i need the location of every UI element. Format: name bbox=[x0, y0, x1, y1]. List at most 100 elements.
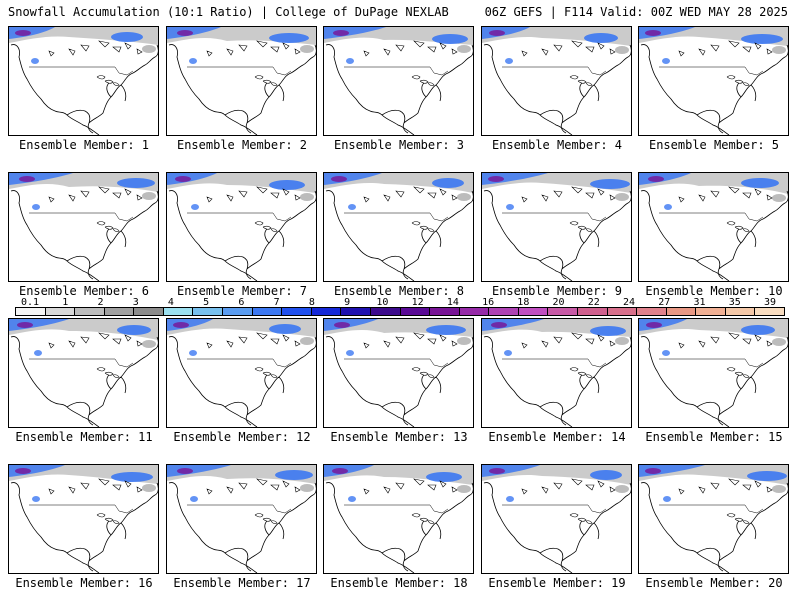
ensemble-member-label: Ensemble Member: 12 bbox=[173, 430, 311, 444]
colorbar-swatch bbox=[163, 308, 194, 315]
colorbar-tick-label: 6 bbox=[238, 297, 245, 308]
ensemble-member-map bbox=[638, 464, 789, 574]
north-america-map-icon bbox=[639, 319, 788, 427]
colorbar-swatch bbox=[45, 308, 76, 315]
north-america-map-icon bbox=[482, 319, 631, 427]
colorbar-tick-label: 24 bbox=[623, 297, 636, 308]
colorbar-swatch bbox=[430, 308, 460, 315]
colorbar-swatch bbox=[577, 308, 608, 315]
ensemble-member-map bbox=[323, 172, 474, 282]
ensemble-member-map bbox=[166, 464, 317, 574]
colorbar-tick-label: 12 bbox=[411, 297, 424, 308]
ensemble-member-label: Ensemble Member: 20 bbox=[645, 576, 783, 590]
north-america-map-icon bbox=[482, 173, 631, 281]
ensemble-member-map bbox=[638, 26, 789, 136]
ensemble-member-label: Ensemble Member: 13 bbox=[330, 430, 468, 444]
colorbar-tick-label: 14 bbox=[446, 297, 459, 308]
ensemble-member-label: Ensemble Member: 3 bbox=[333, 138, 465, 152]
ensemble-member-map bbox=[8, 26, 159, 136]
colorbar-tick-label: 3 bbox=[132, 297, 139, 308]
colorbar-swatch bbox=[666, 308, 697, 315]
colorbar-swatch bbox=[370, 308, 401, 315]
ensemble-member-label: Ensemble Member: 19 bbox=[488, 576, 626, 590]
colorbar-tick-label: 20 bbox=[552, 297, 565, 308]
colorbar-tick-label: 22 bbox=[587, 297, 600, 308]
north-america-map-icon bbox=[639, 465, 788, 573]
colorbar-tick-label: 8 bbox=[308, 297, 315, 308]
colorbar-swatch bbox=[725, 308, 756, 315]
ensemble-member-label: Ensemble Member: 1 bbox=[18, 138, 150, 152]
colorbar-swatch bbox=[637, 308, 667, 315]
ensemble-member-label: Ensemble Member: 4 bbox=[491, 138, 623, 152]
ensemble-member-map bbox=[166, 318, 317, 428]
ensemble-member-map bbox=[481, 172, 632, 282]
colorbar-tick-label: 7 bbox=[273, 297, 280, 308]
colorbar-swatch bbox=[459, 308, 490, 315]
ensemble-member-map bbox=[8, 318, 159, 428]
north-america-map-icon bbox=[639, 173, 788, 281]
colorbar-tick-label: 4 bbox=[167, 297, 174, 308]
snowfall-colorbar bbox=[15, 307, 785, 316]
ensemble-member-label: Ensemble Member: 6 bbox=[18, 284, 150, 298]
colorbar-swatch bbox=[193, 308, 224, 315]
colorbar-swatch bbox=[548, 308, 578, 315]
colorbar-swatch bbox=[311, 308, 342, 315]
north-america-map-icon bbox=[167, 465, 316, 573]
colorbar-swatch bbox=[104, 308, 135, 315]
ensemble-member-label: Ensemble Member: 9 bbox=[491, 284, 623, 298]
north-america-map-icon bbox=[324, 173, 473, 281]
north-america-map-icon bbox=[167, 27, 316, 135]
north-america-map-icon bbox=[324, 465, 473, 573]
colorbar-swatch bbox=[341, 308, 371, 315]
north-america-map-icon bbox=[482, 27, 631, 135]
ensemble-member-map bbox=[481, 464, 632, 574]
colorbar-tick-label: 0.1 bbox=[20, 297, 40, 308]
ensemble-member-map bbox=[323, 464, 474, 574]
ensemble-member-label: Ensemble Member: 11 bbox=[15, 430, 153, 444]
ensemble-member-label: Ensemble Member: 7 bbox=[176, 284, 308, 298]
ensemble-member-map bbox=[638, 318, 789, 428]
colorbar-swatch bbox=[282, 308, 312, 315]
ensemble-member-label: Ensemble Member: 18 bbox=[330, 576, 468, 590]
colorbar-swatch bbox=[134, 308, 164, 315]
model-run-info: 06Z GEFS | F114 Valid: 00Z WED MAY 28 20… bbox=[484, 5, 788, 19]
ensemble-member-label: Ensemble Member: 2 bbox=[176, 138, 308, 152]
colorbar-tick-label: 31 bbox=[693, 297, 706, 308]
colorbar-tick-label: 16 bbox=[482, 297, 495, 308]
colorbar-swatch bbox=[400, 308, 431, 315]
colorbar-swatch bbox=[489, 308, 519, 315]
colorbar-tick-label: 18 bbox=[517, 297, 530, 308]
chart-title: Snowfall Accumulation (10:1 Ratio) | Col… bbox=[8, 5, 449, 19]
colorbar-swatch bbox=[696, 308, 726, 315]
colorbar-tick-label: 10 bbox=[376, 297, 389, 308]
ensemble-member-label: Ensemble Member: 17 bbox=[173, 576, 311, 590]
north-america-map-icon bbox=[9, 27, 158, 135]
ensemble-member-label: Ensemble Member: 15 bbox=[645, 430, 783, 444]
north-america-map-icon bbox=[9, 465, 158, 573]
north-america-map-icon bbox=[482, 465, 631, 573]
ensemble-member-map bbox=[8, 172, 159, 282]
colorbar-swatch bbox=[755, 308, 785, 315]
north-america-map-icon bbox=[9, 173, 158, 281]
colorbar-swatch bbox=[75, 308, 105, 315]
colorbar-tick-label: 1 bbox=[62, 297, 69, 308]
colorbar-tick-label: 27 bbox=[658, 297, 671, 308]
ensemble-member-label: Ensemble Member: 10 bbox=[645, 284, 783, 298]
colorbar-tick-label: 35 bbox=[728, 297, 741, 308]
colorbar-swatch bbox=[252, 308, 283, 315]
north-america-map-icon bbox=[324, 319, 473, 427]
colorbar-tick-label: 39 bbox=[763, 297, 777, 308]
ensemble-member-map bbox=[323, 318, 474, 428]
north-america-map-icon bbox=[324, 27, 473, 135]
ensemble-member-map bbox=[481, 318, 632, 428]
ensemble-member-label: Ensemble Member: 16 bbox=[15, 576, 153, 590]
ensemble-member-map bbox=[166, 26, 317, 136]
north-america-map-icon bbox=[167, 173, 316, 281]
ensemble-member-map bbox=[323, 26, 474, 136]
ensemble-member-label: Ensemble Member: 5 bbox=[648, 138, 780, 152]
north-america-map-icon bbox=[639, 27, 788, 135]
ensemble-member-map bbox=[481, 26, 632, 136]
north-america-map-icon bbox=[167, 319, 316, 427]
colorbar-swatch bbox=[518, 308, 549, 315]
colorbar-tick-label: 5 bbox=[203, 297, 210, 308]
